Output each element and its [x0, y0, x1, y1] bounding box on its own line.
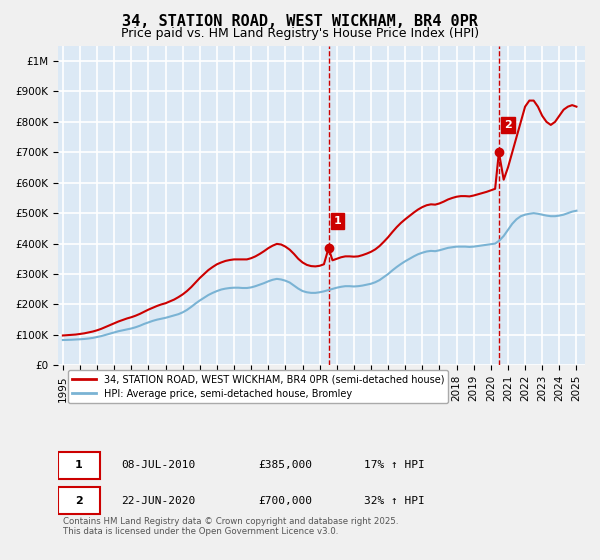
Text: 1: 1 — [75, 460, 83, 470]
Text: £385,000: £385,000 — [258, 460, 312, 470]
Legend: 34, STATION ROAD, WEST WICKHAM, BR4 0PR (semi-detached house), HPI: Average pric: 34, STATION ROAD, WEST WICKHAM, BR4 0PR … — [68, 370, 448, 403]
Text: 08-JUL-2010: 08-JUL-2010 — [121, 460, 195, 470]
Text: 34, STATION ROAD, WEST WICKHAM, BR4 0PR: 34, STATION ROAD, WEST WICKHAM, BR4 0PR — [122, 14, 478, 29]
Text: 22-JUN-2020: 22-JUN-2020 — [121, 496, 195, 506]
Text: Price paid vs. HM Land Registry's House Price Index (HPI): Price paid vs. HM Land Registry's House … — [121, 27, 479, 40]
Text: £700,000: £700,000 — [258, 496, 312, 506]
Text: 2: 2 — [75, 496, 83, 506]
Text: 17% ↑ HPI: 17% ↑ HPI — [364, 460, 424, 470]
Text: 32% ↑ HPI: 32% ↑ HPI — [364, 496, 424, 506]
Text: Contains HM Land Registry data © Crown copyright and database right 2025.
This d: Contains HM Land Registry data © Crown c… — [63, 517, 398, 536]
Text: 1: 1 — [334, 216, 341, 226]
FancyBboxPatch shape — [58, 451, 100, 478]
Text: 2: 2 — [504, 120, 512, 130]
FancyBboxPatch shape — [58, 488, 100, 515]
